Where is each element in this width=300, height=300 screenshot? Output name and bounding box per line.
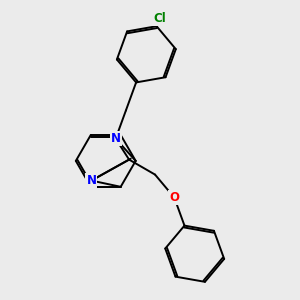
Text: N: N — [111, 132, 121, 145]
Text: N: N — [86, 174, 96, 187]
Text: O: O — [169, 191, 179, 204]
Text: Cl: Cl — [153, 12, 166, 25]
